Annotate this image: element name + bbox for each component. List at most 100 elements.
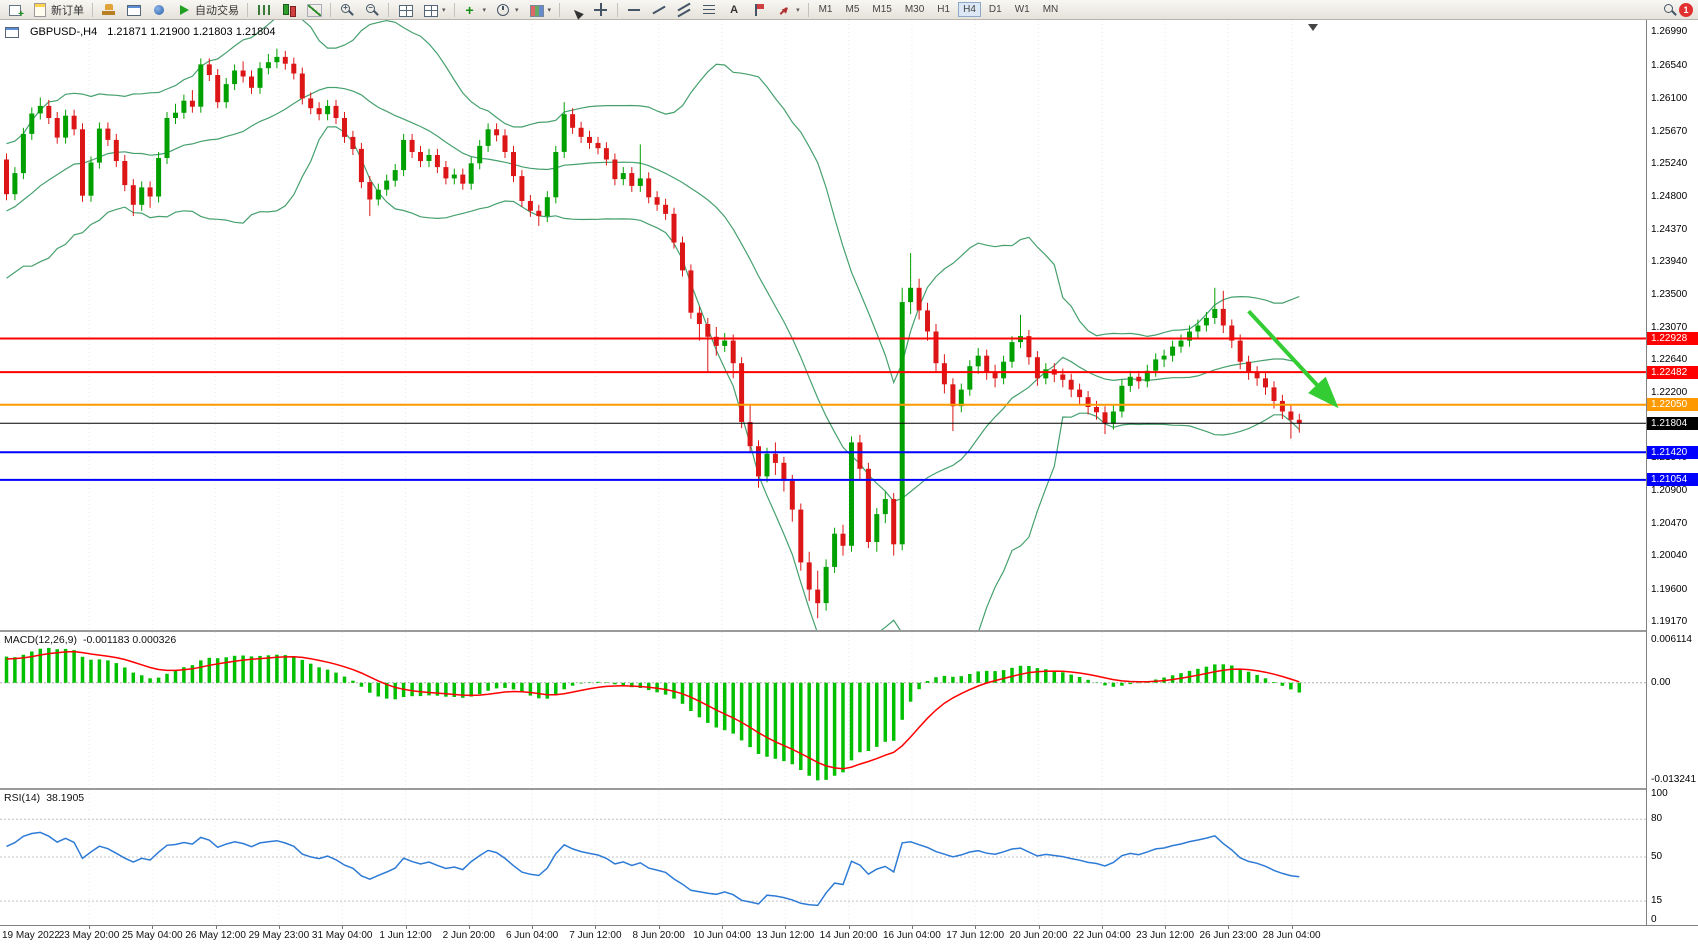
tf-m5-button[interactable]: M5	[845, 4, 860, 15]
chart-icon	[4, 24, 20, 40]
price-tick: 1.23940	[1651, 256, 1688, 268]
candle	[916, 287, 922, 311]
price-scale[interactable]: 1.26990 1.26540 1.26100 1.25670 1.25240 1.248…	[1646, 20, 1698, 925]
indicators-icon	[463, 2, 479, 18]
time-axis[interactable]: 19 May 2022 23 May 20:00 25 May 04:00 26 Ma…	[0, 925, 1698, 947]
notification-badge[interactable]: 1	[1679, 2, 1693, 17]
time-tick	[532, 926, 534, 929]
candle	[392, 170, 398, 181]
candle	[443, 167, 449, 179]
market-watch-button[interactable]	[147, 0, 171, 20]
text-button[interactable]	[722, 0, 746, 20]
rsi-value: 38.1905	[46, 792, 85, 804]
price-tick: 1.19170	[1651, 616, 1688, 627]
candle	[1026, 336, 1032, 358]
tile-windows-button[interactable]	[393, 0, 417, 20]
candle	[680, 242, 685, 271]
search-icon[interactable]	[1662, 2, 1678, 18]
arrows-button[interactable]: ▾	[772, 0, 804, 20]
candle	[375, 189, 381, 200]
periods-button[interactable]: ▾	[491, 0, 523, 20]
candle	[426, 155, 432, 161]
candle	[1220, 308, 1226, 326]
candle	[570, 114, 576, 128]
rsi-scale-label: 50	[1651, 851, 1663, 862]
toolbar-separator	[92, 2, 93, 17]
candle	[519, 176, 525, 201]
cursor-button[interactable]	[564, 0, 588, 20]
chart-shift-marker[interactable]	[1308, 24, 1318, 31]
candle	[908, 287, 914, 303]
tf-m15-button[interactable]: M15	[872, 4, 892, 15]
date-label: 22 Jun 04:00	[1072, 930, 1131, 941]
chevron-down-icon: ▾	[515, 6, 519, 14]
tf-d1-button[interactable]: D1	[988, 4, 1002, 15]
tf-h4-button[interactable]: H4	[958, 2, 981, 17]
candle	[418, 152, 423, 162]
autotrade-button[interactable]: 自动交易	[172, 0, 243, 20]
candle	[941, 363, 947, 385]
new-order-button[interactable]: 新订单	[28, 0, 88, 20]
tf-mn-button[interactable]: MN	[1042, 4, 1059, 15]
time-tick	[975, 926, 977, 929]
channel-button[interactable]	[672, 0, 696, 20]
tf-m30-button[interactable]: M30	[904, 4, 925, 15]
date-label: 8 Jun 20:00	[632, 930, 685, 941]
label-icon	[751, 2, 767, 18]
toolbar-separator	[617, 2, 619, 17]
tf-h1-button[interactable]: H1	[937, 4, 951, 15]
new-order-icon	[32, 2, 48, 18]
candle	[958, 389, 964, 407]
candle	[485, 129, 491, 146]
zoom-in-button[interactable]	[335, 0, 359, 20]
crosshair-button[interactable]	[589, 0, 613, 20]
candle	[713, 336, 719, 346]
time-tick	[848, 926, 850, 929]
toolbar-separator	[559, 2, 561, 17]
arrange-windows-button[interactable]: ▾	[418, 0, 450, 20]
trade-watch-button[interactable]	[97, 0, 121, 20]
macd-panel[interactable]	[0, 632, 1646, 788]
chart-window-button[interactable]	[122, 0, 146, 20]
hline-button[interactable]	[622, 0, 646, 20]
zoom-out-button[interactable]	[360, 0, 384, 20]
date-label: 31 May 04:00	[311, 930, 373, 941]
candle	[88, 162, 94, 196]
price-badge-1.22482: 1.22482	[1647, 365, 1698, 379]
macd-values: -0.001183 0.000326	[82, 634, 177, 646]
candlestick-chart-button[interactable]	[277, 0, 301, 20]
candle	[105, 128, 111, 140]
candle	[992, 372, 998, 379]
candle	[823, 566, 829, 604]
candle	[299, 73, 305, 99]
candle	[1263, 378, 1268, 388]
panel-separator[interactable]	[0, 788, 1698, 790]
new-chart-button[interactable]	[3, 0, 27, 20]
candle	[494, 129, 500, 136]
fibonacci-button[interactable]	[697, 0, 721, 20]
candle	[722, 340, 728, 346]
tf-m1-button[interactable]: M1	[818, 4, 833, 15]
candle	[756, 446, 761, 477]
trendline-button[interactable]	[647, 0, 671, 20]
time-tick	[785, 926, 787, 929]
candle	[274, 56, 280, 63]
price-tick: 1.26100	[1651, 93, 1688, 105]
date-label: 26 May 12:00	[185, 930, 246, 941]
main-chart[interactable]	[0, 20, 1646, 630]
bar-chart-button[interactable]	[252, 0, 276, 20]
line-chart-icon	[306, 2, 322, 18]
time-tick	[722, 926, 723, 929]
panel-separator[interactable]	[0, 630, 1698, 632]
date-label: 26 Jun 23:00	[1199, 930, 1258, 941]
candle	[1119, 385, 1125, 412]
label-button[interactable]	[747, 0, 771, 20]
zoom-in-icon	[339, 2, 355, 18]
trend-arrow[interactable]	[1247, 309, 1339, 409]
templates-button[interactable]: ▾	[524, 0, 556, 20]
indicators-button[interactable]: ▾	[459, 0, 491, 20]
line-chart-button[interactable]	[302, 0, 326, 20]
tf-w1-button[interactable]: W1	[1014, 4, 1030, 15]
candle	[1288, 411, 1294, 420]
rsi-panel[interactable]	[0, 790, 1646, 924]
